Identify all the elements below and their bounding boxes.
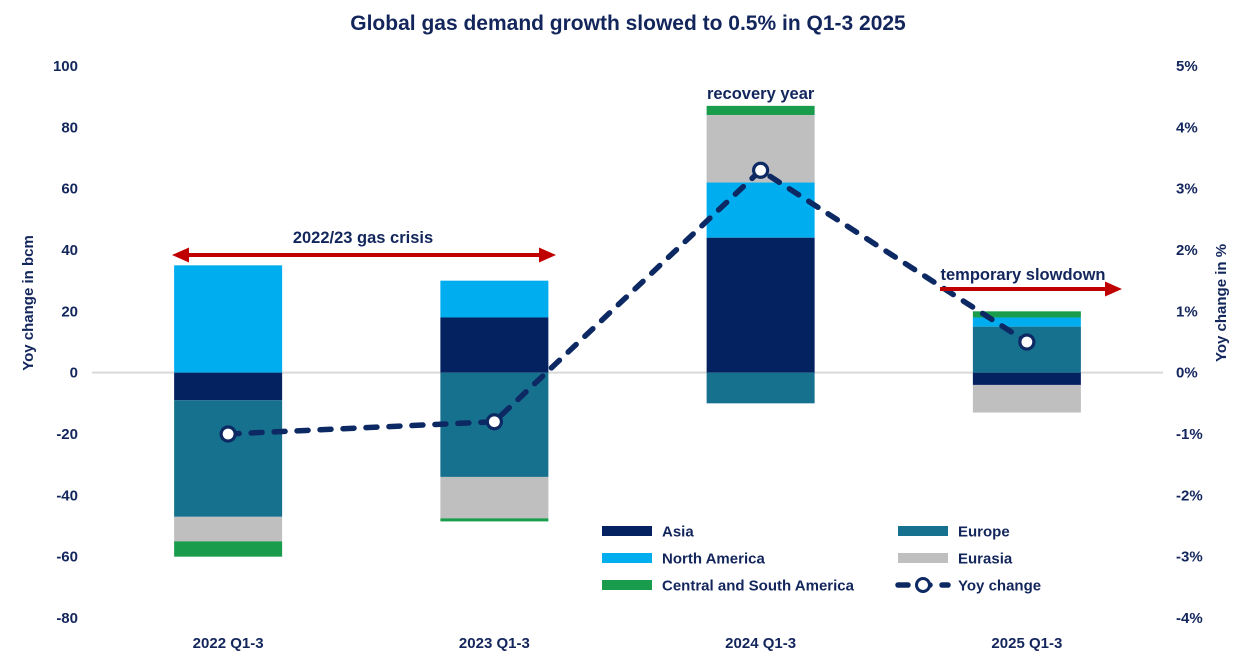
bar-segment-europe: [174, 400, 283, 517]
left-axis-tick: -20: [56, 426, 78, 443]
left-axis-tick: -80: [56, 610, 78, 627]
bar-segment-central-and-south-america: [706, 105, 815, 116]
right-axis-tick: 2%: [1176, 242, 1198, 259]
legend-label-north-america: North America: [662, 551, 765, 568]
right-axis-tick: 5%: [1176, 58, 1198, 75]
annotation-recovery-year: recovery year: [707, 85, 815, 103]
bar-segment-north-america: [972, 317, 1081, 327]
legend-swatch-north-america: [602, 553, 652, 563]
right-axis-tick: -1%: [1176, 426, 1203, 443]
bar-segment-central-and-south-america: [972, 311, 1081, 318]
left-axis-tick: 80: [61, 119, 78, 136]
left-axis-tick: 40: [61, 242, 78, 259]
bar-segment-north-america: [174, 265, 283, 373]
left-axis-tick: 20: [61, 303, 78, 320]
yoy-change-marker: [752, 161, 770, 179]
bar-segment-asia: [706, 237, 815, 373]
left-axis-tick: 0: [70, 365, 78, 382]
right-axis-tick: -2%: [1176, 487, 1203, 504]
legend-label-yoy-change: Yoy change: [958, 578, 1041, 595]
right-axis-tick: 0%: [1176, 365, 1198, 382]
legend-marker-yoy-change: [915, 577, 931, 593]
bar-segment-eurasia: [972, 384, 1081, 413]
yoy-change-line: [225, 166, 1030, 437]
legend-label-europe: Europe: [958, 524, 1010, 541]
left-axis-title: Yoy change in bcm: [20, 235, 37, 371]
left-axis-tick: -60: [56, 549, 78, 566]
right-axis-title: Yoy change in %: [1213, 244, 1230, 362]
bar-segment-europe: [706, 372, 815, 404]
legend-swatch-asia: [602, 526, 652, 536]
bar-segment-north-america: [440, 280, 549, 318]
bar-segment-asia: [972, 372, 1081, 385]
bar-segment-central-and-south-america: [174, 541, 283, 557]
bar-segment-north-america: [706, 182, 815, 238]
x-category-label: 2023 Q1-3: [459, 635, 530, 652]
legend-label-central-and-south-america: Central and South America: [662, 578, 855, 595]
yoy-change-marker: [485, 413, 503, 431]
left-axis-tick: 60: [61, 181, 78, 198]
legend-swatch-eurasia: [898, 553, 948, 563]
left-axis-tick: -40: [56, 487, 78, 504]
legend-label-eurasia: Eurasia: [958, 551, 1013, 568]
yoy-change-marker: [219, 425, 237, 443]
slowdown-arrow-head-right: [1105, 281, 1122, 297]
left-axis-tick: 100: [53, 58, 78, 75]
right-axis-tick: 3%: [1176, 181, 1198, 198]
bar-segment-central-and-south-america: [440, 518, 549, 522]
gas-crisis-arrow-head-left: [172, 247, 189, 263]
bar-segment-eurasia: [440, 476, 549, 519]
bar-segment-asia: [440, 317, 549, 373]
bar-segment-eurasia: [174, 516, 283, 542]
annotation-temporary-slowdown: temporary slowdown: [940, 266, 1105, 284]
right-axis-tick: -3%: [1176, 549, 1203, 566]
yoy-change-marker: [1018, 333, 1036, 351]
right-axis-tick: 4%: [1176, 119, 1198, 136]
right-axis-tick: -4%: [1176, 610, 1203, 627]
x-category-label: 2022 Q1-3: [193, 635, 264, 652]
x-category-label: 2024 Q1-3: [725, 635, 796, 652]
chart-title: Global gas demand growth slowed to 0.5% …: [350, 12, 906, 35]
x-category-label: 2025 Q1-3: [991, 635, 1062, 652]
legend-label-asia: Asia: [662, 524, 694, 541]
right-axis-tick: 1%: [1176, 303, 1198, 320]
legend-swatch-central-and-south-america: [602, 580, 652, 590]
legend-swatch-europe: [898, 526, 948, 536]
bar-segment-asia: [174, 372, 283, 401]
annotation-gas-crisis: 2022/23 gas crisis: [293, 229, 433, 247]
gas-crisis-arrow-head-right: [539, 247, 556, 263]
